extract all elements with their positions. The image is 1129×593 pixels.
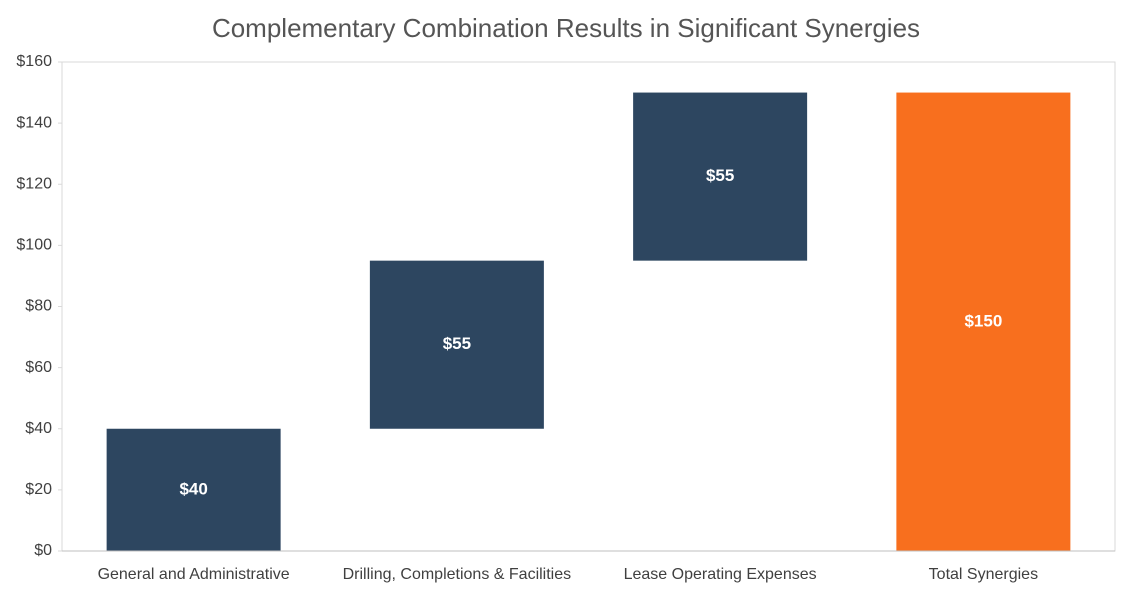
chart-title: Complementary Combination Results in Sig…	[212, 13, 920, 43]
y-tick-label: $80	[25, 298, 52, 315]
y-tick-label: $40	[25, 420, 52, 437]
bar	[633, 92, 808, 261]
data-label: $150	[964, 311, 1002, 330]
y-tick-label: $20	[25, 481, 52, 498]
y-tick-label: $60	[25, 359, 52, 376]
y-tick-label: $0	[34, 542, 52, 559]
x-tick-label: General and Administrative	[98, 566, 290, 583]
y-tick-label: $160	[16, 53, 52, 70]
y-tick-label: $140	[16, 114, 52, 131]
x-tick-label: Lease Operating Expenses	[624, 566, 817, 583]
data-label: $55	[443, 334, 471, 353]
bar	[369, 260, 544, 429]
data-label: $40	[179, 479, 207, 498]
x-tick-label: Drilling, Completions & Facilities	[343, 566, 572, 583]
data-label: $55	[706, 166, 734, 185]
x-tick-label: Total Synergies	[929, 566, 1038, 583]
y-tick-label: $120	[16, 175, 52, 192]
bar	[896, 92, 1071, 551]
bar	[106, 428, 281, 551]
y-tick-label: $100	[16, 237, 52, 254]
